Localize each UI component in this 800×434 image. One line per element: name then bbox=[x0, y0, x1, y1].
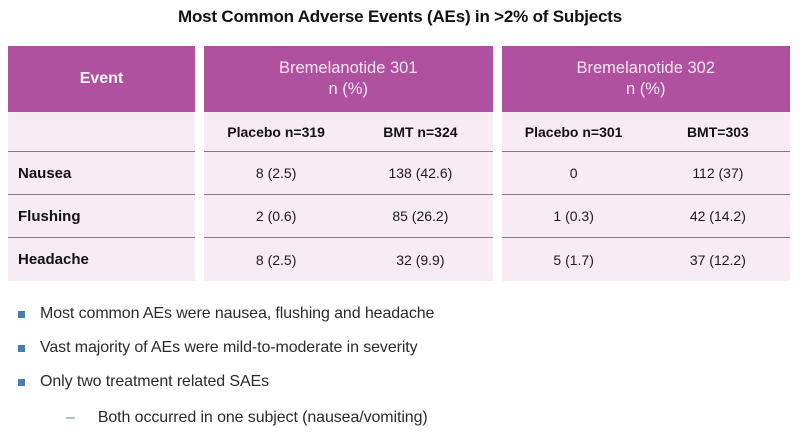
sub-bullet-text: Both occurred in one subject (nausea/vom… bbox=[97, 409, 428, 426]
table-row: Nausea bbox=[8, 152, 195, 195]
adverse-events-table: Event Nausea Flushing Headache Bremelano… bbox=[8, 46, 790, 281]
value-cell: 112 (37) bbox=[692, 165, 744, 181]
square-bullet-icon bbox=[18, 310, 25, 318]
group-header-line1: Bremelanotide 302 bbox=[576, 58, 715, 77]
event-name-flushing: Flushing bbox=[18, 207, 81, 225]
table-row: 8 (2.5) 138 (42.6) bbox=[204, 152, 493, 195]
value-cell: 2 (0.6) bbox=[255, 208, 297, 224]
bremelanotide-301-subheader-row: Placebo n=319 BMT n=324 bbox=[204, 112, 493, 152]
sub-list-item: – Both occurred in one subject (nausea/v… bbox=[66, 408, 778, 428]
square-bullet-icon bbox=[18, 378, 25, 386]
bremelanotide-302-header-cell: Bremelanotide 302 n (%) bbox=[501, 46, 790, 112]
table-row: Flushing bbox=[8, 195, 195, 238]
table-row: 1 (0.3) 42 (14.2) bbox=[501, 195, 790, 238]
list-item: Vast majority of AEs were mild-to-modera… bbox=[18, 338, 778, 358]
list-item: Only two treatment related SAEs bbox=[18, 372, 778, 392]
bremelanotide-302-subheader-row: Placebo n=301 BMT=303 bbox=[501, 112, 790, 152]
event-name-nausea: Nausea bbox=[18, 164, 72, 182]
value-cell: 42 (14.2) bbox=[689, 208, 746, 224]
dash-bullet-icon: – bbox=[66, 409, 75, 426]
table-row: Headache bbox=[8, 238, 195, 281]
list-item: Most common AEs were nausea, flushing an… bbox=[18, 304, 778, 324]
value-cell: 37 (12.2) bbox=[689, 251, 746, 268]
bullet-text: Most common AEs were nausea, flushing an… bbox=[40, 305, 435, 322]
column-header-bmt-302: BMT=303 bbox=[686, 123, 749, 140]
event-subheader-cell bbox=[8, 112, 195, 152]
bullet-text: Vast majority of AEs were mild-to-modera… bbox=[40, 339, 418, 356]
table-row: 5 (1.7) 37 (12.2) bbox=[501, 238, 790, 281]
group-header-line2: n (%) bbox=[626, 80, 666, 98]
bremelanotide-302-group: Bremelanotide 302 n (%) Placebo n=301 BM… bbox=[501, 46, 790, 281]
event-name-headache: Headache bbox=[18, 251, 89, 268]
event-column-group: Event Nausea Flushing Headache bbox=[8, 46, 195, 281]
column-header-placebo-302: Placebo n=301 bbox=[524, 123, 623, 140]
column-header-placebo-301: Placebo n=319 bbox=[227, 123, 325, 140]
value-cell: 8 (2.5) bbox=[255, 251, 297, 268]
value-cell: 5 (1.7) bbox=[553, 251, 594, 268]
bremelanotide-301-header-cell: Bremelanotide 301 n (%) bbox=[204, 46, 493, 112]
value-cell: 85 (26.2) bbox=[392, 208, 449, 224]
value-cell: 32 (9.9) bbox=[396, 251, 445, 268]
event-header-cell: Event bbox=[8, 46, 195, 112]
value-cell: 138 (42.6) bbox=[388, 165, 453, 181]
notes-list: Most common AEs were nausea, flushing an… bbox=[18, 304, 778, 428]
column-header-bmt-301: BMT n=324 bbox=[383, 123, 458, 140]
table-row: 0 112 (37) bbox=[501, 152, 790, 195]
bremelanotide-301-group: Bremelanotide 301 n (%) Placebo n=319 BM… bbox=[204, 46, 493, 281]
value-cell: 1 (0.3) bbox=[553, 208, 594, 224]
bullet-text: Only two treatment related SAEs bbox=[40, 373, 270, 390]
table-row: 2 (0.6) 85 (26.2) bbox=[204, 195, 493, 238]
table-row: 8 (2.5) 32 (9.9) bbox=[204, 238, 493, 281]
square-bullet-icon bbox=[18, 344, 25, 352]
value-cell: 0 bbox=[569, 165, 578, 181]
value-cell: 8 (2.5) bbox=[255, 165, 297, 181]
group-header-line2: n (%) bbox=[328, 80, 368, 98]
group-header-line1: Bremelanotide 301 bbox=[278, 58, 418, 77]
page-title: Most Common Adverse Events (AEs) in >2% … bbox=[177, 7, 623, 26]
